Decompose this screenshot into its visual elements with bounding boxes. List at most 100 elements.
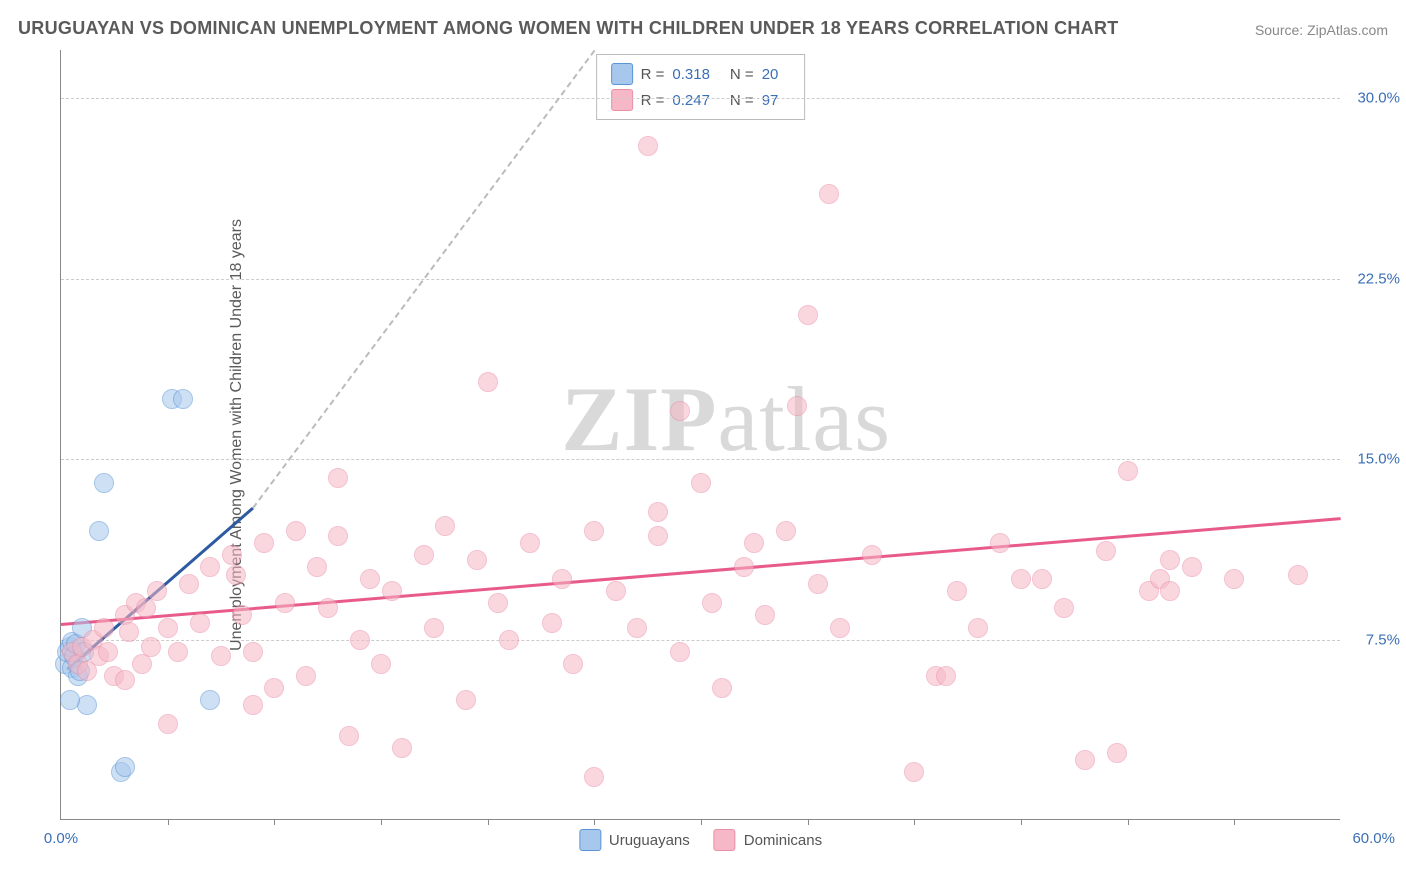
data-point[interactable] — [435, 516, 455, 536]
data-point[interactable] — [1160, 581, 1180, 601]
x-tick-mark — [1021, 819, 1022, 825]
data-point[interactable] — [830, 618, 850, 638]
data-point[interactable] — [1160, 550, 1180, 570]
data-point[interactable] — [584, 521, 604, 541]
data-point[interactable] — [77, 695, 97, 715]
data-point[interactable] — [648, 502, 668, 522]
data-point[interactable] — [1032, 569, 1052, 589]
data-point[interactable] — [670, 401, 690, 421]
data-point[interactable] — [990, 533, 1010, 553]
data-point[interactable] — [627, 618, 647, 638]
data-point[interactable] — [94, 618, 114, 638]
data-point[interactable] — [371, 654, 391, 674]
data-point[interactable] — [115, 670, 135, 690]
data-point[interactable] — [1011, 569, 1031, 589]
data-point[interactable] — [94, 473, 114, 493]
data-point[interactable] — [584, 767, 604, 787]
data-point[interactable] — [542, 613, 562, 633]
data-point[interactable] — [89, 521, 109, 541]
data-point[interactable] — [1054, 598, 1074, 618]
data-point[interactable] — [222, 545, 242, 565]
data-point[interactable] — [307, 557, 327, 577]
data-point[interactable] — [200, 557, 220, 577]
data-point[interactable] — [179, 574, 199, 594]
data-point[interactable] — [158, 618, 178, 638]
data-point[interactable] — [350, 630, 370, 650]
x-tick-mark — [701, 819, 702, 825]
data-point[interactable] — [563, 654, 583, 674]
data-point[interactable] — [147, 581, 167, 601]
data-point[interactable] — [232, 605, 252, 625]
data-point[interactable] — [318, 598, 338, 618]
data-point[interactable] — [424, 618, 444, 638]
data-point[interactable] — [60, 690, 80, 710]
data-point[interactable] — [467, 550, 487, 570]
data-point[interactable] — [115, 757, 135, 777]
data-point[interactable] — [702, 593, 722, 613]
data-point[interactable] — [1182, 557, 1202, 577]
data-point[interactable] — [414, 545, 434, 565]
data-point[interactable] — [520, 533, 540, 553]
data-point[interactable] — [168, 642, 188, 662]
legend-item-uruguayans[interactable]: Uruguayans — [579, 829, 690, 851]
data-point[interactable] — [360, 569, 380, 589]
data-point[interactable] — [211, 646, 231, 666]
data-point[interactable] — [339, 726, 359, 746]
data-point[interactable] — [254, 533, 274, 553]
data-point[interactable] — [968, 618, 988, 638]
data-point[interactable] — [488, 593, 508, 613]
data-point[interactable] — [606, 581, 626, 601]
data-point[interactable] — [190, 613, 210, 633]
data-point[interactable] — [119, 622, 139, 642]
data-point[interactable] — [286, 521, 306, 541]
data-point[interactable] — [264, 678, 284, 698]
data-point[interactable] — [382, 581, 402, 601]
data-point[interactable] — [936, 666, 956, 686]
data-point[interactable] — [638, 136, 658, 156]
legend-item-dominicans[interactable]: Dominicans — [714, 829, 822, 851]
data-point[interactable] — [1288, 565, 1308, 585]
data-point[interactable] — [691, 473, 711, 493]
data-point[interactable] — [819, 184, 839, 204]
source-link[interactable]: ZipAtlas.com — [1307, 22, 1388, 38]
y-tick-label: 15.0% — [1345, 451, 1400, 468]
chart-container: URUGUAYAN VS DOMINICAN UNEMPLOYMENT AMON… — [0, 0, 1406, 892]
data-point[interactable] — [478, 372, 498, 392]
data-point[interactable] — [1224, 569, 1244, 589]
data-point[interactable] — [296, 666, 316, 686]
data-point[interactable] — [98, 642, 118, 662]
data-point[interactable] — [328, 526, 348, 546]
data-point[interactable] — [328, 468, 348, 488]
data-point[interactable] — [1118, 461, 1138, 481]
data-point[interactable] — [243, 642, 263, 662]
data-point[interactable] — [734, 557, 754, 577]
data-point[interactable] — [755, 605, 775, 625]
data-point[interactable] — [141, 637, 161, 657]
data-point[interactable] — [744, 533, 764, 553]
data-point[interactable] — [862, 545, 882, 565]
data-point[interactable] — [787, 396, 807, 416]
data-point[interactable] — [158, 714, 178, 734]
data-point[interactable] — [392, 738, 412, 758]
data-point[interactable] — [808, 574, 828, 594]
trend-line-extended — [252, 50, 595, 508]
data-point[interactable] — [499, 630, 519, 650]
data-point[interactable] — [798, 305, 818, 325]
data-point[interactable] — [136, 598, 156, 618]
data-point[interactable] — [904, 762, 924, 782]
data-point[interactable] — [275, 593, 295, 613]
data-point[interactable] — [712, 678, 732, 698]
data-point[interactable] — [243, 695, 263, 715]
data-point[interactable] — [552, 569, 572, 589]
data-point[interactable] — [670, 642, 690, 662]
data-point[interactable] — [456, 690, 476, 710]
data-point[interactable] — [776, 521, 796, 541]
data-point[interactable] — [226, 565, 246, 585]
data-point[interactable] — [200, 690, 220, 710]
data-point[interactable] — [1075, 750, 1095, 770]
data-point[interactable] — [648, 526, 668, 546]
data-point[interactable] — [1096, 541, 1116, 561]
data-point[interactable] — [1107, 743, 1127, 763]
data-point[interactable] — [173, 389, 193, 409]
data-point[interactable] — [947, 581, 967, 601]
